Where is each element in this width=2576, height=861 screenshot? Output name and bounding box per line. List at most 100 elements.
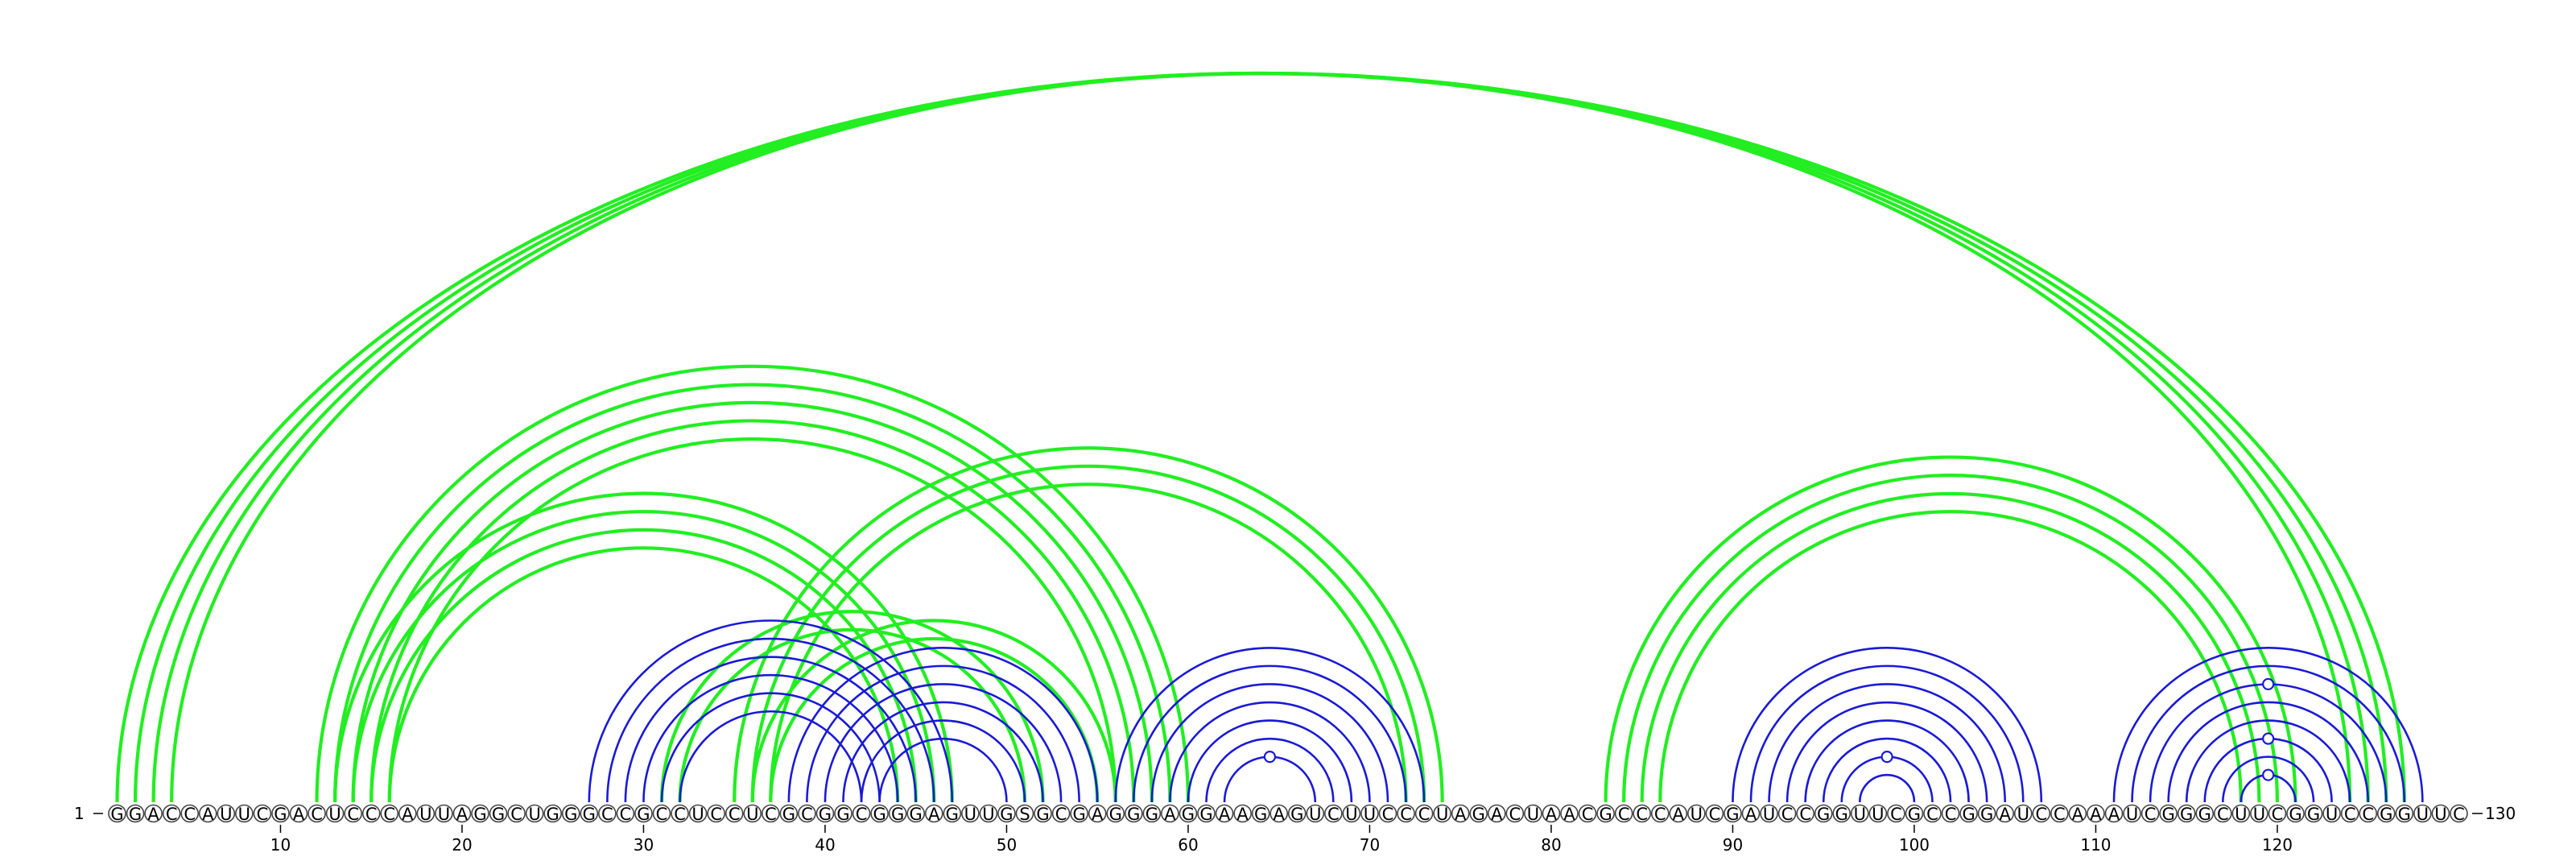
nucleotide-104: G <box>1977 804 1996 824</box>
nucleotide-99: C <box>1887 804 1905 824</box>
nucleotide-letter: C <box>1055 805 1067 824</box>
nucleotide-letter: C <box>2054 805 2066 824</box>
nucleotide-letter: C <box>2035 805 2047 824</box>
nucleotide-letter: C <box>856 805 868 824</box>
nucleotide-circle <box>580 804 599 823</box>
nucleotide-letter: C <box>1582 805 1594 824</box>
nucleotide-22: G <box>489 804 508 824</box>
nucleotide-circle <box>1524 804 1542 823</box>
tick-label: 110 <box>2080 835 2111 855</box>
nucleotide-108: C <box>2050 804 2069 824</box>
nucleotide-77: A <box>1488 804 1506 824</box>
nucleotide-32: C <box>671 804 689 824</box>
nucleotide-51: S <box>1015 804 1034 824</box>
nucleotide-letter: G <box>492 805 505 824</box>
nucleotide-circle <box>2068 804 2087 823</box>
nucleotide-letter: G <box>1908 805 1921 824</box>
nucleotide-100: G <box>1905 804 1924 824</box>
nucleotide-55: A <box>1088 804 1107 824</box>
nucleotide-66: G <box>1287 804 1307 824</box>
nucleotide-circle <box>1125 804 1143 823</box>
nucleotide-circle <box>1397 804 1415 823</box>
tick-label: 120 <box>2262 835 2293 855</box>
green-arc-13-47 <box>333 491 954 803</box>
nucleotide-81: A <box>1560 804 1579 824</box>
nucleotide-letter: C <box>729 805 741 824</box>
nucleotide-19: U <box>435 804 453 824</box>
nucleotide-106: U <box>2013 804 2033 824</box>
green-arc-15-45 <box>369 528 918 803</box>
nucleotide-13: U <box>325 804 345 824</box>
nucleotide-circle <box>1996 804 2014 823</box>
gu-marker-118-121 <box>2262 768 2275 781</box>
nucleotide-circle <box>1342 804 1361 823</box>
nucleotide-letter: C <box>257 805 269 824</box>
nucleotide-letter: U <box>238 805 250 824</box>
nucleotide-letter: A <box>1092 805 1104 824</box>
nucleotide-68: C <box>1324 804 1343 824</box>
nucleotide-37: C <box>761 804 780 824</box>
nucleotide-circle <box>1923 804 1942 823</box>
nucleotide-letter: G <box>1980 805 1993 824</box>
nucleotide-89: C <box>1705 804 1724 824</box>
nucleotide-letter: C <box>2362 805 2374 824</box>
nucleotide-35: C <box>724 804 744 824</box>
nucleotide-letter: G <box>1073 805 1086 824</box>
nucleotide-95: G <box>1814 804 1833 824</box>
nucleotide-circle <box>416 804 436 823</box>
nucleotide-circle <box>1215 804 1234 823</box>
nucleotide-circle <box>2214 804 2232 823</box>
blue-arc-115-124 <box>2185 719 2351 803</box>
nucleotide-circle <box>1287 804 1307 823</box>
nucleotide-letter: U <box>1345 805 1357 824</box>
nucleotide-94: C <box>1796 804 1814 824</box>
nucleotide-128: U <box>2413 804 2432 824</box>
nucleotide-circle <box>943 804 962 823</box>
nucleotide-letter: C <box>1418 805 1430 824</box>
nucleotide-letter: C <box>311 805 323 824</box>
green-arc-4-124 <box>170 71 2352 803</box>
nucleotide-letter: C <box>1709 805 1721 824</box>
blue-arc-38-55 <box>787 647 1099 803</box>
nucleotide-circle <box>2159 804 2178 823</box>
green-arc-37-72 <box>769 482 1408 803</box>
nucleotide-circle <box>906 804 925 823</box>
tick-label: 90 <box>1723 835 1743 855</box>
nucleotide-127: G <box>2395 804 2414 824</box>
nucleotide-letter: G <box>473 805 486 824</box>
nucleotide-12: C <box>308 804 326 824</box>
nucleotide-70: U <box>1360 804 1379 824</box>
nucleotide-circle <box>1433 804 1451 823</box>
blue-arc-42-51 <box>860 719 1026 803</box>
nucleotide-circle <box>361 804 381 823</box>
nucleotide-letter: A <box>1164 805 1176 824</box>
nucleotide-92: U <box>1760 804 1778 824</box>
nucleotide-letter: C <box>710 805 722 824</box>
nucleotide-25: G <box>543 804 563 824</box>
nucleotide-circle <box>1378 804 1397 823</box>
green-arc-36-73 <box>750 464 1426 803</box>
nucleotide-64: G <box>1251 804 1270 824</box>
blue-arc-114-125 <box>2167 701 2369 803</box>
nucleotide-letter: U <box>2126 805 2138 824</box>
nucleotide-circle <box>2268 804 2287 823</box>
nucleotide-38: G <box>779 804 799 824</box>
nucleotide-82: C <box>1578 804 1597 824</box>
blue-arc-58-71 <box>1150 683 1389 803</box>
nucleotide-41: G <box>834 804 852 824</box>
nucleotide-letter: S <box>1019 805 1030 824</box>
nucleotide-circle <box>2413 804 2432 823</box>
green-arc-85-119 <box>1640 491 2261 803</box>
nucleotide-116: G <box>2195 804 2215 824</box>
nucleotide-74: U <box>1433 804 1451 824</box>
nucleotide-circle <box>1505 804 1525 823</box>
tick-label: 10 <box>270 835 291 855</box>
nucleotide-53: C <box>1051 804 1071 824</box>
nucleotide-61: G <box>1197 804 1216 824</box>
nucleotide-letter: U <box>528 805 540 824</box>
nucleotide-letter: G <box>274 805 287 824</box>
nucleotide-letter: A <box>202 805 214 824</box>
nucleotide-letter: A <box>1219 805 1231 824</box>
